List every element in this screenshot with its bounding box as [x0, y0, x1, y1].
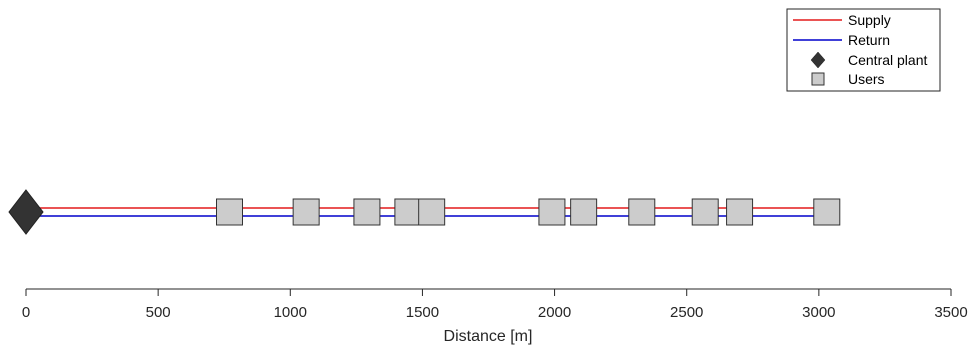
- legend-central-plant-label: Central plant: [848, 52, 927, 68]
- x-axis-label: Distance [m]: [444, 328, 533, 345]
- user-square-marker: [538, 198, 566, 226]
- legend-diamond-icon: [810, 51, 826, 69]
- user-square-marker: [216, 198, 243, 226]
- x-tick-label: 0: [22, 304, 30, 321]
- user-square-marker: [691, 198, 719, 226]
- central-plant-diamond-marker: [8, 189, 44, 235]
- user-square-marker: [292, 198, 320, 226]
- user-square-marker: [353, 198, 381, 226]
- x-tick-label: 1000: [274, 304, 307, 321]
- x-tick-label: 2000: [538, 304, 571, 321]
- legend-users-label: Users: [848, 71, 885, 87]
- legend: Supply Return Central plant Users: [786, 8, 941, 92]
- x-tick-label: 500: [146, 304, 171, 321]
- x-axis-ticks: 0 500 1000 1500 2000 2500 3000 3500: [22, 289, 968, 321]
- user-square-marker: [570, 198, 598, 226]
- user-square-marker: [418, 198, 446, 226]
- x-tick-label: 3500: [934, 304, 967, 321]
- user-square-marker: [628, 198, 656, 226]
- x-tick-label: 3000: [802, 304, 835, 321]
- user-square-marker: [394, 198, 422, 226]
- markers: [8, 189, 841, 235]
- x-tick-label: 1500: [406, 304, 439, 321]
- x-tick-label: 2500: [670, 304, 703, 321]
- legend-supply-label: Supply: [848, 12, 891, 28]
- legend-return-label: Return: [848, 32, 890, 48]
- user-square-marker: [813, 198, 841, 226]
- legend-square-icon: [811, 72, 825, 86]
- user-square-marker: [726, 198, 754, 226]
